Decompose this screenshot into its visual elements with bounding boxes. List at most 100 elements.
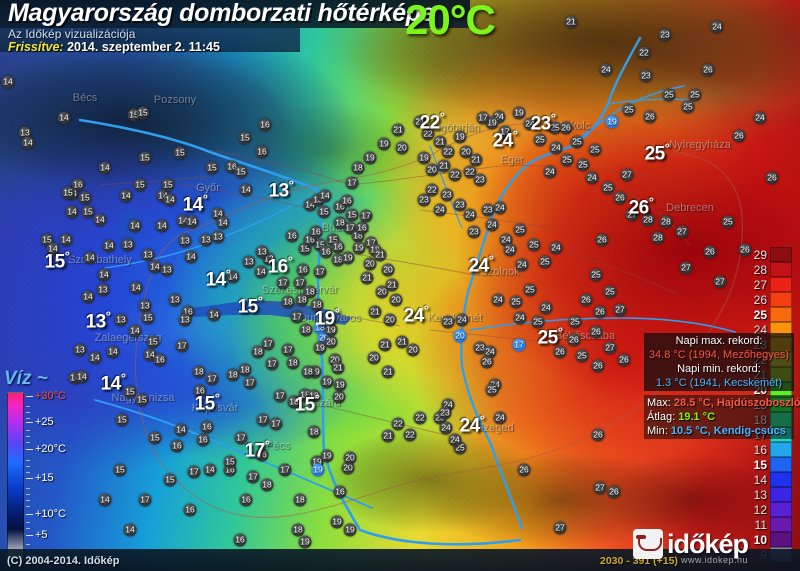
station-marker[interactable]: 23	[639, 69, 653, 83]
station-marker[interactable]: 24	[433, 203, 447, 217]
station-marker[interactable]: 14	[239, 183, 253, 197]
station-marker[interactable]: 13	[121, 238, 135, 252]
station-marker[interactable]: 28	[659, 215, 673, 229]
station-marker[interactable]: 18	[331, 253, 345, 267]
station-marker[interactable]: 13	[73, 343, 87, 357]
station-marker[interactable]: 24	[448, 433, 462, 447]
station-marker[interactable]: 15	[133, 178, 147, 192]
station-marker[interactable]: 16	[196, 433, 210, 447]
station-marker[interactable]: 17	[345, 176, 359, 190]
station-marker[interactable]: 18	[301, 365, 315, 379]
station-marker[interactable]: 22	[637, 46, 651, 60]
station-marker[interactable]: 23	[658, 28, 672, 42]
station-marker[interactable]: 18	[351, 161, 365, 175]
station-marker[interactable]: 15	[146, 335, 160, 349]
station-marker[interactable]: 19	[307, 389, 321, 403]
station-marker[interactable]: 17	[265, 357, 279, 371]
station-marker[interactable]: 25	[531, 315, 545, 329]
station-marker[interactable]: 21	[360, 271, 374, 285]
station-marker[interactable]: 21	[395, 335, 409, 349]
station-marker[interactable]: 23	[467, 225, 481, 239]
station-marker[interactable]: 16	[333, 485, 347, 499]
station-marker[interactable]: 21	[373, 248, 387, 262]
station-marker[interactable]: 19	[333, 378, 347, 392]
station-marker[interactable]: 13	[114, 313, 128, 327]
station-marker[interactable]: 26	[593, 305, 607, 319]
station-marker[interactable]: 17	[273, 389, 287, 403]
station-marker[interactable]: 21	[391, 123, 405, 137]
station-marker[interactable]: 21	[331, 361, 345, 375]
station-marker[interactable]: 17	[313, 265, 327, 279]
station-marker[interactable]: 25	[548, 121, 562, 135]
station-marker[interactable]: 27	[675, 225, 689, 239]
station-marker[interactable]: 15	[141, 311, 155, 325]
station-marker[interactable]: 27	[603, 341, 617, 355]
station-marker[interactable]: 25	[601, 181, 615, 195]
station-marker[interactable]: 17	[138, 493, 152, 507]
station-marker[interactable]: 14	[203, 463, 217, 477]
station-marker[interactable]: 20	[324, 335, 338, 349]
station-marker[interactable]: 15	[223, 455, 237, 469]
station-marker[interactable]: 26	[589, 325, 603, 339]
station-marker[interactable]: 20	[375, 285, 389, 299]
station-marker[interactable]: 24	[493, 411, 507, 425]
station-marker[interactable]: 24	[523, 117, 537, 131]
station-marker[interactable]: 13	[138, 299, 152, 313]
station-marker[interactable]: 15	[234, 165, 248, 179]
station-marker[interactable]: 19	[417, 151, 431, 165]
station-marker[interactable]: 21	[437, 159, 451, 173]
station-marker[interactable]: 24	[491, 293, 505, 307]
station-marker[interactable]: 16	[309, 225, 323, 239]
station-marker[interactable]: 18	[251, 345, 265, 359]
station-marker[interactable]: 17	[261, 337, 275, 351]
station-marker[interactable]: 15	[81, 205, 95, 219]
station-marker[interactable]: 16	[233, 533, 247, 547]
station-marker[interactable]: 19	[453, 130, 467, 144]
station-marker[interactable]: 24	[513, 311, 527, 325]
station-marker[interactable]: 16	[340, 194, 354, 208]
station-marker[interactable]: 13	[178, 234, 192, 248]
station-marker[interactable]: 14	[148, 260, 162, 274]
station-marker[interactable]: 26	[517, 463, 531, 477]
station-marker[interactable]: 14	[174, 423, 188, 437]
station-marker[interactable]: 25	[575, 349, 589, 363]
station-marker[interactable]: 26	[607, 485, 621, 499]
station-marker[interactable]: 25	[681, 100, 695, 114]
station-marker[interactable]: 13	[242, 255, 256, 269]
station-marker[interactable]: 15	[61, 186, 75, 200]
station-marker[interactable]: 16	[200, 420, 214, 434]
station-marker[interactable]: 23	[417, 193, 431, 207]
station-marker[interactable]: 14	[128, 219, 142, 233]
station-marker[interactable]: 25	[560, 153, 574, 167]
station-marker[interactable]: 23	[453, 198, 467, 212]
station-marker[interactable]: 17	[243, 376, 257, 390]
station-marker[interactable]: 18	[310, 298, 324, 312]
station-marker[interactable]: 19	[377, 137, 391, 151]
station-marker[interactable]: 25	[509, 295, 523, 309]
station-marker[interactable]: 17	[498, 125, 512, 139]
station-marker[interactable]: 26	[617, 353, 631, 367]
station-marker[interactable]: 20	[406, 343, 420, 357]
station-marker[interactable]: 13	[178, 313, 192, 327]
station-marker[interactable]: 14	[81, 290, 95, 304]
station-marker[interactable]: 25	[721, 215, 735, 229]
station-marker[interactable]: 16	[170, 439, 184, 453]
station-marker[interactable]: 17	[276, 276, 290, 290]
station-marker[interactable]: 26	[613, 191, 627, 205]
station-marker[interactable]: 26	[591, 359, 605, 373]
station-marker[interactable]: 24	[549, 141, 563, 155]
station-marker[interactable]: 14	[1, 75, 15, 89]
station-marker[interactable]: 24	[483, 345, 497, 359]
station-marker[interactable]: 13	[168, 293, 182, 307]
station-marker[interactable]: 13	[211, 230, 225, 244]
station-marker[interactable]: 18	[291, 523, 305, 537]
station-marker[interactable]: 26	[703, 245, 717, 259]
station-marker[interactable]: 16	[319, 245, 333, 259]
station-marker[interactable]: 28	[651, 231, 665, 245]
station-marker[interactable]: 21	[469, 153, 483, 167]
station-marker[interactable]: 17	[278, 463, 292, 477]
station-marker[interactable]: 14	[123, 523, 137, 537]
station-marker[interactable]: 23	[473, 173, 487, 187]
station-marker[interactable]: 13	[255, 245, 269, 259]
station-marker[interactable]: 24	[585, 171, 599, 185]
